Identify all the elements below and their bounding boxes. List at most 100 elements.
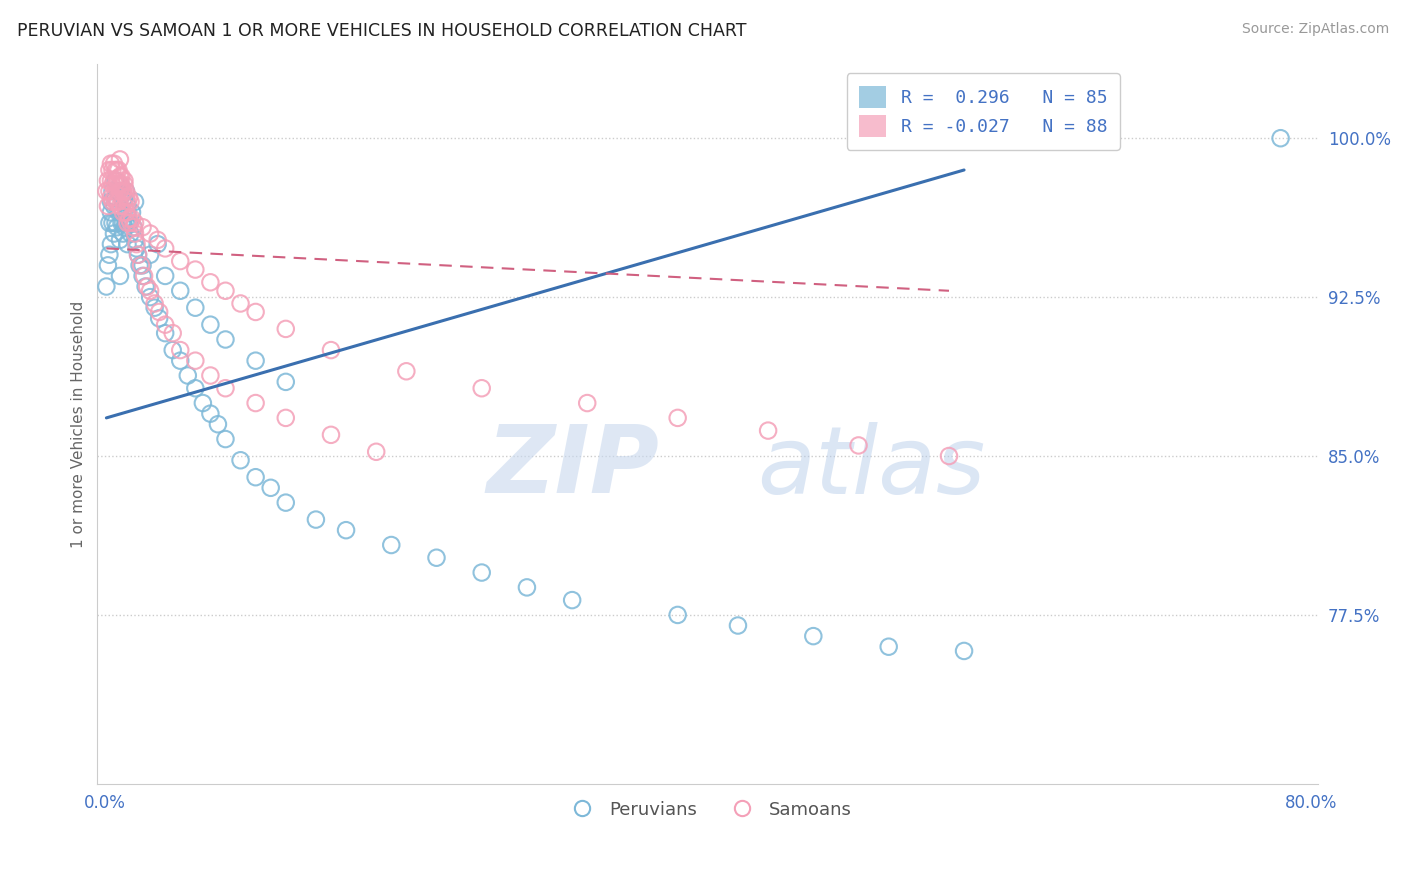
Point [117,194,139,209]
Point [111,205,134,219]
Point [105,194,128,209]
Point [107,194,129,209]
Point [100,190,122,204]
Point [101,184,124,198]
Point [169,284,191,298]
Point [97,173,120,187]
Point [274,322,297,336]
Point [214,284,236,298]
Point [103,190,125,204]
Point [105,173,128,187]
Point [108,153,131,167]
Point [110,188,132,202]
Point [118,211,141,226]
Point [98,216,121,230]
Point [153,326,176,340]
Point [115,184,138,198]
Point [101,163,124,178]
Point [128,258,150,272]
Point [101,216,124,230]
Legend: Peruvians, Samoans: Peruvians, Samoans [557,793,859,826]
Point [121,205,143,219]
Point [115,216,138,230]
Point [117,205,139,219]
Point [111,184,134,198]
Point [107,178,129,192]
Point [117,237,139,252]
Point [169,353,191,368]
Point [153,318,176,332]
Point [120,216,142,230]
Point [139,284,162,298]
Point [98,163,121,178]
Point [169,343,191,357]
Point [576,396,599,410]
Point [104,178,127,192]
Point [319,343,342,357]
Point [103,156,125,170]
Point [561,593,583,607]
Y-axis label: 1 or more Vehicles in Household: 1 or more Vehicles in Household [72,301,86,548]
Point [184,381,207,395]
Point [146,237,169,252]
Point [125,241,148,255]
Point [108,178,131,192]
Point [191,396,214,410]
Point [666,410,689,425]
Point [200,318,222,332]
Point [129,258,152,272]
Point [162,326,184,340]
Point [97,258,120,272]
Point [98,248,121,262]
Point [229,453,252,467]
Point [117,199,139,213]
Point [108,199,131,213]
Point [107,163,129,178]
Point [101,178,124,192]
Point [139,290,162,304]
Point [114,178,136,192]
Point [245,396,267,410]
Point [121,211,143,226]
Point [877,640,900,654]
Point [105,194,128,209]
Point [103,199,125,213]
Point [114,220,136,235]
Point [335,523,357,537]
Point [214,381,236,395]
Point [131,220,153,235]
Point [110,169,132,184]
Point [108,169,131,184]
Point [114,173,136,187]
Point [104,194,127,209]
Point [200,407,222,421]
Point [274,410,297,425]
Point [153,241,176,255]
Point [125,237,148,252]
Point [425,550,447,565]
Point [110,178,132,192]
Point [380,538,402,552]
Point [131,258,153,272]
Point [111,184,134,198]
Point [105,178,128,192]
Point [305,512,328,526]
Text: atlas: atlas [756,422,984,513]
Point [100,237,122,252]
Point [101,194,124,209]
Point [124,233,146,247]
Point [127,248,149,262]
Point [153,268,176,283]
Point [143,301,166,315]
Point [110,216,132,230]
Point [139,248,162,262]
Point [117,216,139,230]
Point [274,495,297,509]
Point [200,275,222,289]
Text: PERUVIAN VS SAMOAN 1 OR MORE VEHICLES IN HOUSEHOLD CORRELATION CHART: PERUVIAN VS SAMOAN 1 OR MORE VEHICLES IN… [17,22,747,40]
Point [207,417,229,432]
Point [118,216,141,230]
Point [848,438,870,452]
Point [666,607,689,622]
Point [148,305,170,319]
